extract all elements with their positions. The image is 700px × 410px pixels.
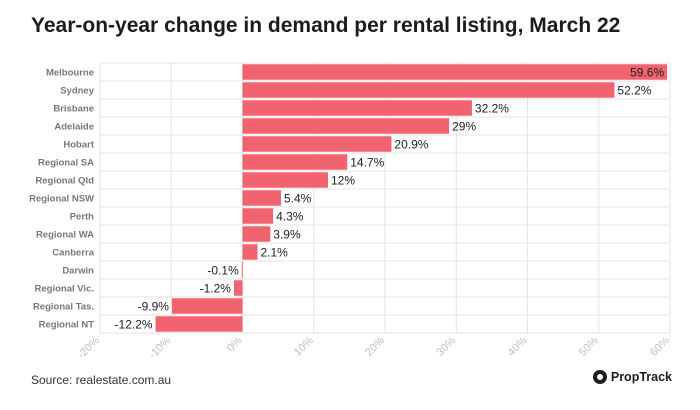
category-label: Sydney: [60, 86, 95, 97]
bar: [155, 316, 243, 332]
bar: [242, 136, 392, 152]
category-label: Darwin: [62, 266, 94, 277]
bar: [242, 226, 271, 242]
bar: [242, 154, 348, 170]
x-tick-label: 20%: [363, 334, 387, 358]
bar: [242, 190, 281, 206]
value-label: 20.9%: [394, 138, 428, 152]
value-label: 14.7%: [350, 156, 384, 170]
value-label: 2.1%: [260, 246, 288, 260]
category-label: Adelaide: [54, 122, 94, 133]
category-label: Regional Qld: [35, 176, 94, 187]
bar: [242, 82, 615, 98]
bars: [155, 64, 668, 332]
category-label: Regional NT: [39, 320, 95, 331]
category-labels: Melbourne Sydney Brisbane Adelaide Hobart Reg…: [29, 68, 95, 331]
bar: [242, 118, 450, 134]
bar: [242, 244, 258, 260]
chart-title: Year-on-year change in demand per rental…: [31, 14, 621, 37]
bar: [242, 172, 328, 188]
value-label: 12%: [331, 174, 355, 188]
category-label: Hobart: [63, 140, 94, 151]
bar: [242, 64, 668, 80]
category-label: Regional WA: [36, 230, 94, 241]
brand-name: PropTrack: [610, 370, 672, 384]
x-tick-label: 60%: [648, 334, 672, 358]
category-label: Canberra: [52, 248, 94, 259]
value-label: -0.1%: [207, 264, 239, 278]
bar: [242, 208, 274, 224]
x-tick-label: 40%: [506, 334, 530, 358]
category-label: Regional SA: [38, 158, 94, 169]
x-tick-label: -20%: [75, 334, 102, 361]
category-label: Brisbane: [53, 104, 94, 115]
category-label: Melbourne: [46, 68, 94, 79]
x-axis-tick-labels: -20% -10% 0% 10% 20% 30% 40% 50% 60%: [75, 334, 672, 361]
bar: [171, 298, 243, 314]
value-label: 52.2%: [617, 84, 651, 98]
bar: [241, 262, 243, 278]
source-note: Source: realestate.com.au: [31, 373, 172, 387]
category-label: Regional NSW: [29, 194, 94, 205]
value-label: 3.9%: [273, 228, 301, 242]
value-label: 32.2%: [475, 102, 509, 116]
x-tick-label: 50%: [577, 334, 601, 358]
proptrack-logo-icon: [592, 370, 607, 384]
x-tick-label: -10%: [147, 334, 174, 361]
x-tick-label: 10%: [292, 334, 316, 358]
value-label: 59.6%: [630, 66, 664, 80]
category-label: Regional Vic.: [35, 284, 94, 295]
brand-logo: PropTrack: [592, 370, 672, 384]
x-tick-label: 30%: [434, 334, 458, 358]
value-label: 4.3%: [276, 210, 304, 224]
value-labels: 59.6% 52.2% 32.2% 29% 20.9% 14.7% 12% 5.4% 4.3% 3…: [115, 66, 665, 332]
value-label: 5.4%: [284, 192, 312, 206]
value-label: -9.9%: [138, 300, 170, 314]
value-label: 29%: [452, 120, 476, 134]
value-label: -1.2%: [200, 282, 232, 296]
bar: [233, 280, 243, 296]
value-label: -12.2%: [115, 318, 153, 332]
x-tick-label: 0%: [225, 334, 245, 354]
category-label: Perth: [70, 212, 94, 223]
category-label: Regional Tas.: [33, 302, 94, 313]
bar: [242, 100, 472, 116]
